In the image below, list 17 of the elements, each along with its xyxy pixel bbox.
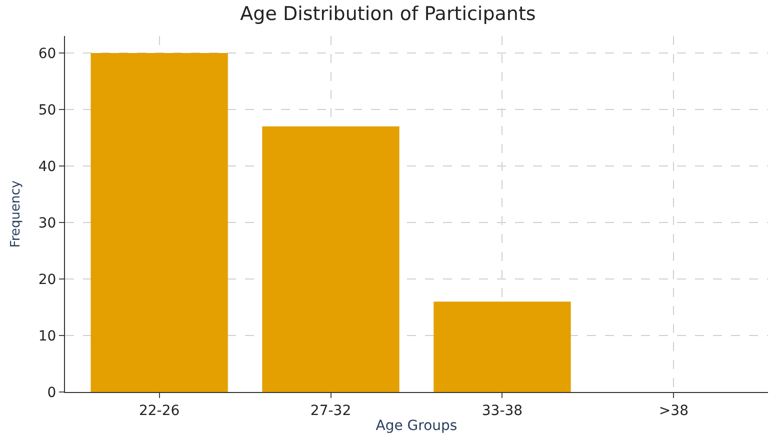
y-tick-label: 40: [38, 158, 56, 175]
y-tick-label: 30: [38, 215, 56, 232]
bar: [90, 52, 228, 392]
y-tick-label: 20: [38, 272, 56, 288]
y-tick-label: 10: [38, 328, 56, 344]
x-tick-label: 33-38: [482, 402, 523, 419]
x-tick-label: >38: [658, 402, 688, 419]
y-tick-label: 0: [47, 384, 56, 401]
y-axis-title: Frequency: [8, 180, 24, 248]
bar: [434, 302, 571, 392]
bar: [262, 126, 400, 392]
y-tick-label: 60: [38, 46, 56, 62]
x-tick-label: 22-26: [138, 402, 180, 419]
x-tick-label: 27-32: [310, 402, 352, 419]
y-tick-label: 50: [38, 102, 56, 118]
x-axis-title: Age Groups: [376, 418, 458, 434]
chart-title: Age Distribution of Participants: [240, 2, 536, 25]
